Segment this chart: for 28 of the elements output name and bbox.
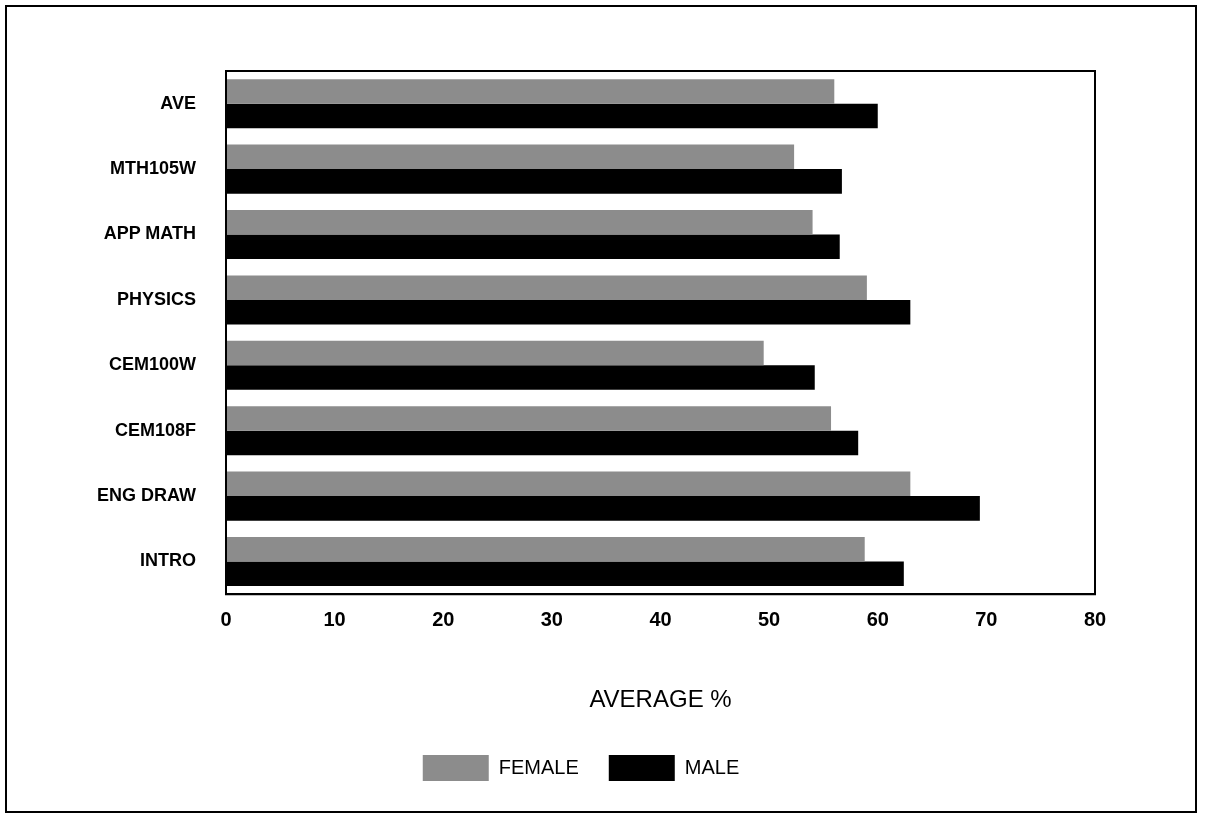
x-tick-label: 40 — [649, 607, 672, 630]
x-tick-label: 0 — [220, 607, 232, 630]
y-tick-label: MTH105W — [109, 158, 196, 179]
bar — [226, 406, 832, 431]
x-tick-label: 50 — [758, 607, 781, 630]
bar — [226, 536, 865, 562]
x-tick-label: 20 — [432, 607, 455, 630]
bar — [226, 79, 835, 104]
y-tick-label: AVE — [160, 92, 196, 113]
bar — [226, 275, 867, 300]
y-tick-label: APP MATH — [103, 223, 196, 244]
y-tick-label: CEM100W — [108, 354, 196, 375]
x-axis-title: AVERAGE % — [589, 685, 732, 713]
bar — [226, 471, 911, 497]
y-tick-label: PHYSICS — [116, 288, 196, 309]
bar — [226, 209, 813, 235]
y-tick-label: ENG DRAW — [97, 485, 197, 506]
x-tick-label: 70 — [975, 607, 998, 630]
x-tick-label: 80 — [1083, 607, 1107, 630]
legend-label: FEMALE — [498, 755, 579, 778]
bar — [226, 340, 764, 366]
legend-label: MALE — [684, 755, 740, 778]
y-tick-label: CEM108F — [114, 419, 196, 440]
x-tick-label: 30 — [540, 607, 563, 630]
x-tick-label: 10 — [323, 607, 346, 630]
bar — [226, 144, 795, 170]
x-tick-label: 60 — [866, 607, 889, 630]
y-tick-label: INTRO — [140, 550, 196, 571]
